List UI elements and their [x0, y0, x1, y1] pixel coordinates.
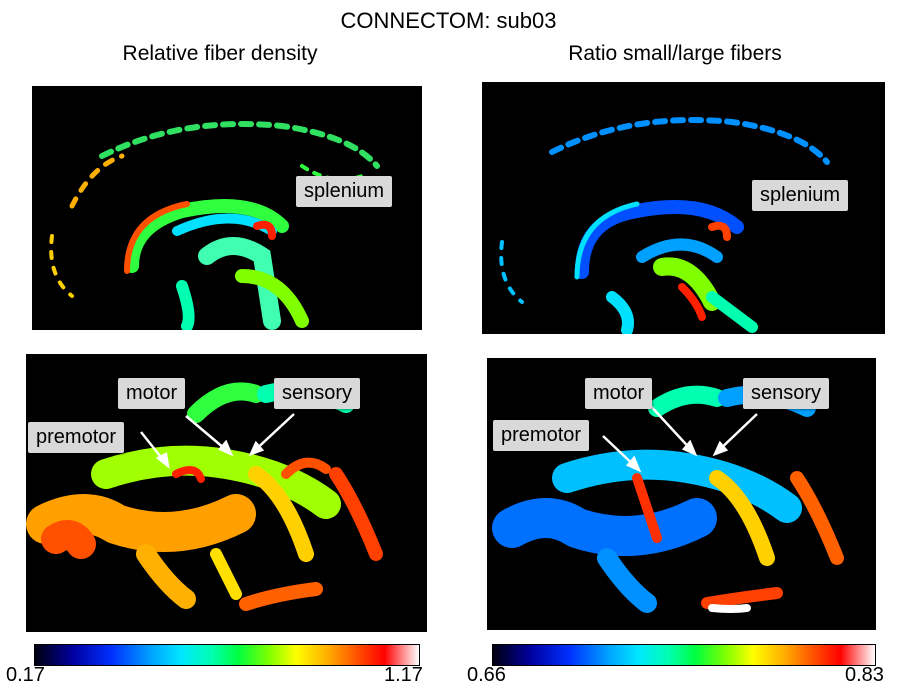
label-sensory: sensory	[743, 378, 830, 409]
colorbar-right-max: 0.83	[845, 664, 884, 686]
colorbar-right	[492, 644, 876, 666]
panel-axial-fiber-ratio: premotor motor sensory	[487, 358, 876, 630]
panel-sagittal-fiber-density: splenium	[32, 86, 422, 330]
right-column-title: Ratio small/large fibers	[568, 42, 782, 65]
left-column-title: Relative fiber density	[122, 42, 318, 65]
panel-sagittal-fiber-ratio: splenium	[482, 82, 885, 334]
label-premotor: premotor	[28, 422, 125, 453]
label-splenium: splenium	[296, 176, 393, 207]
colorbar-left	[34, 644, 420, 666]
label-splenium: splenium	[752, 180, 849, 211]
sagittal-density-map	[49, 121, 380, 330]
label-premotor: premotor	[493, 420, 590, 451]
colorbar-left-min: 0.17	[6, 664, 45, 686]
colorbar-right-min: 0.66	[467, 664, 506, 686]
panel-axial-fiber-density: premotor motor sensory	[26, 354, 427, 632]
axial-density-map	[26, 381, 383, 611]
label-motor: motor	[585, 378, 653, 409]
label-motor: motor	[118, 378, 186, 409]
label-sensory: sensory	[274, 378, 361, 409]
figure-title: CONNECTOM: sub03	[340, 8, 557, 33]
colorbar-left-max: 1.17	[384, 664, 423, 686]
sagittal-ratio-map	[499, 117, 830, 334]
